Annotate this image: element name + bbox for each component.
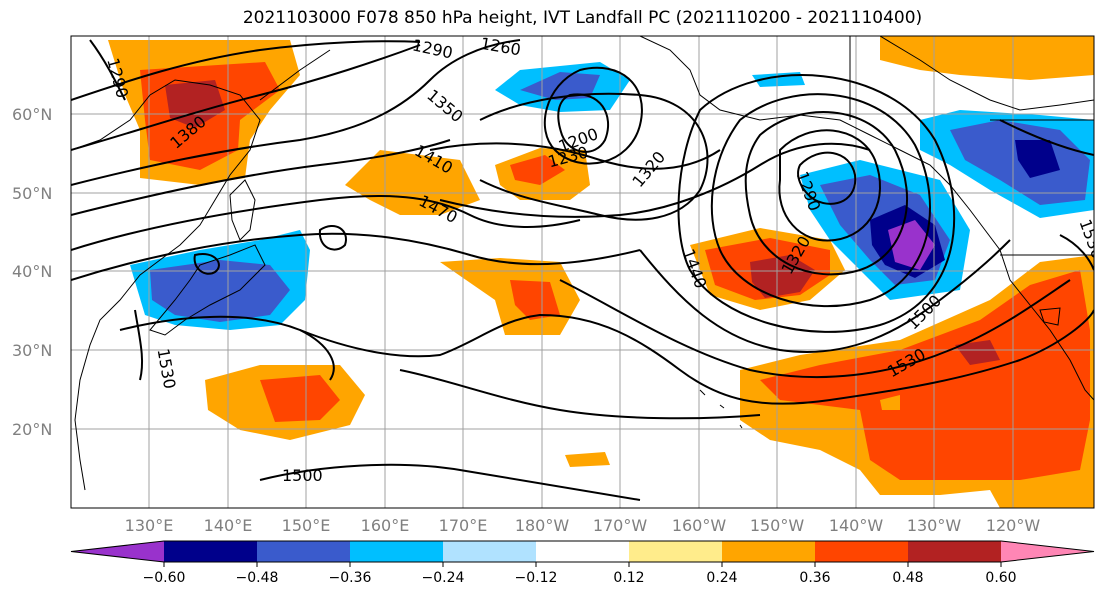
colorbar-segment: [257, 541, 350, 562]
lat-label: 30°N: [12, 341, 52, 360]
colorbar-tick-label: 0.36: [799, 570, 830, 586]
colorbar-segment: [71, 541, 164, 562]
colorbar-segment: [629, 541, 722, 562]
lat-label: 50°N: [12, 184, 52, 203]
lon-label: 150°W: [750, 516, 805, 535]
lon-label: 170°W: [593, 516, 648, 535]
lon-label: 130°E: [125, 516, 174, 535]
plot-frame: [70, 35, 1095, 509]
lon-label: 120°W: [986, 516, 1041, 535]
lon-label: 160°W: [672, 516, 727, 535]
colorbar-tick-label: 0.12: [613, 570, 644, 586]
contour-label: 1500: [282, 466, 323, 485]
contour-label: 1260: [479, 34, 522, 60]
coastlines: [71, 36, 1094, 491]
colorbar-tick-label: 0.24: [706, 570, 737, 586]
lon-label: 140°W: [829, 516, 884, 535]
colorbar: −0.60 −0.48 −0.36 −0.24 −0.12 0.12 0.24 0.36 0.4…: [70, 540, 1095, 586]
colorbar-segment: [164, 541, 257, 562]
colorbar-tick-label: 0.48: [892, 570, 923, 586]
lon-label: 180°W: [515, 516, 570, 535]
lat-label: 60°N: [12, 105, 52, 124]
lon-label: 140°E: [204, 516, 253, 535]
colorbar-tick-label: −0.36: [329, 570, 372, 586]
colorbar-tick-label: −0.12: [515, 570, 558, 586]
lon-label: 170°E: [439, 516, 488, 535]
lon-label: 130°W: [907, 516, 962, 535]
colorbar-tick-label: −0.48: [236, 570, 279, 586]
gridlines: [71, 36, 1094, 508]
colorbar-segment: [815, 541, 908, 562]
colorbar-segment: [350, 541, 443, 562]
colorbar-tick-label: 0.60: [985, 570, 1016, 586]
longitude-labels: 130°E 140°E 150°E 160°E 170°E 180°W 170°…: [125, 516, 1041, 535]
colorbar-segment: [908, 541, 1001, 562]
colorbar-segment: [1001, 541, 1094, 562]
map-title: 2021103000 F078 850 hPa height, IVT Land…: [242, 8, 923, 28]
colorbar-segment: [722, 541, 815, 562]
lon-label: 160°E: [361, 516, 410, 535]
lon-label: 150°E: [282, 516, 331, 535]
latitude-labels: 60°N 50°N 40°N 30°N 20°N: [12, 105, 52, 439]
colorbar-segment: [443, 541, 536, 562]
colorbar-segment: [536, 541, 629, 562]
lat-label: 40°N: [12, 262, 52, 281]
colorbar-tick-label: −0.60: [143, 570, 186, 586]
colorbar-tick-label: −0.24: [422, 570, 465, 586]
height-contours: [71, 39, 1094, 501]
lat-label: 20°N: [12, 420, 52, 439]
